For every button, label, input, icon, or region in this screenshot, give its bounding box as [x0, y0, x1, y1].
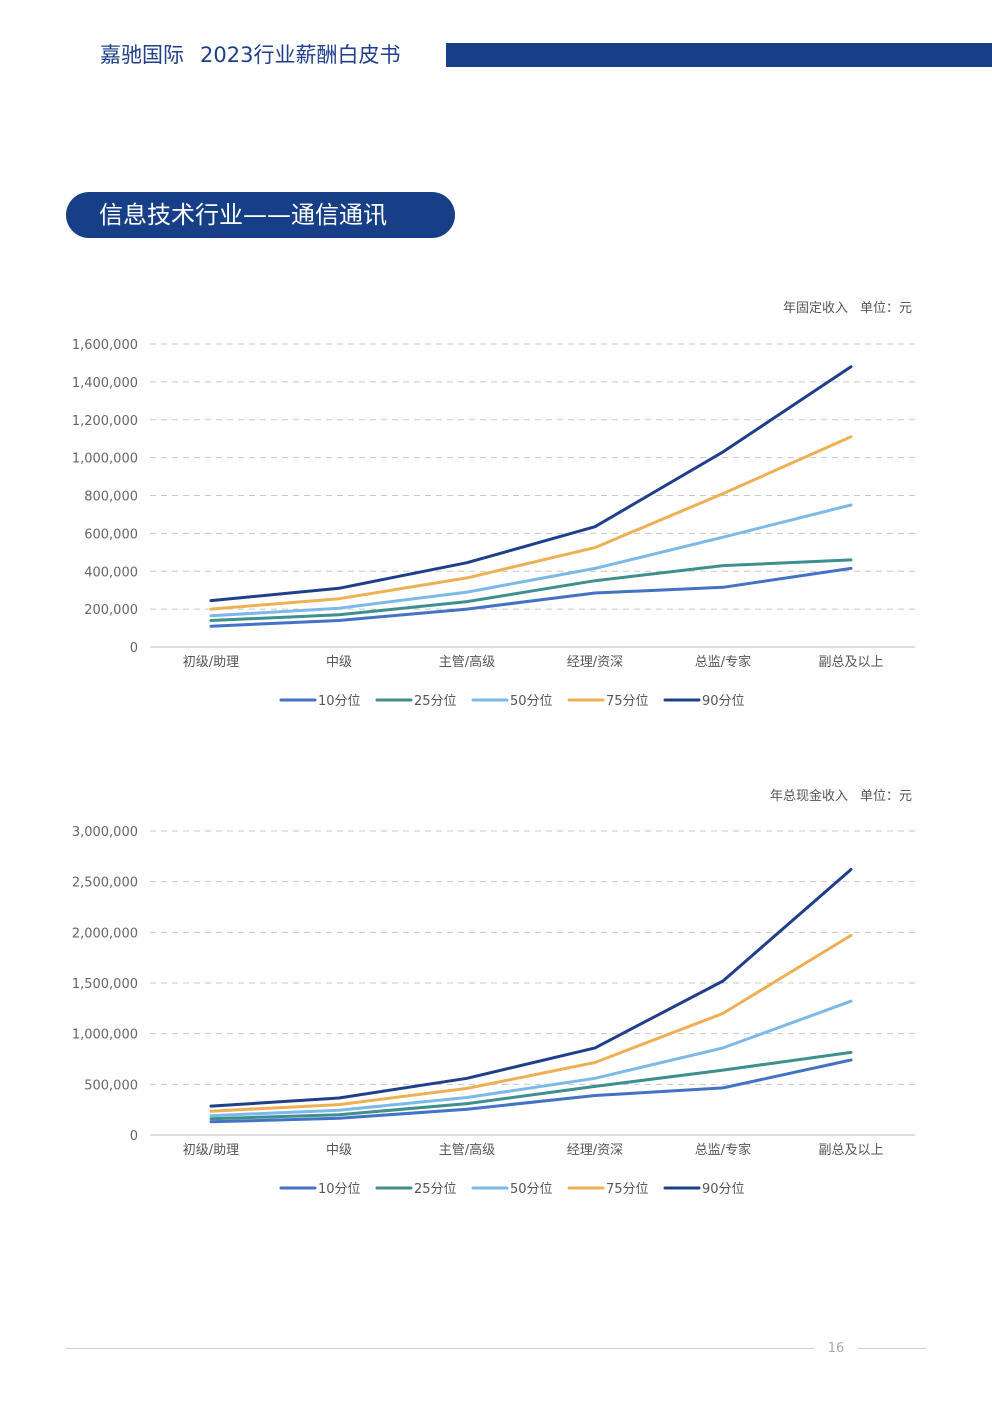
y-tick-label: 200,000	[84, 603, 138, 618]
legend-label: 90分位	[702, 1182, 745, 1197]
series-line-50分位	[209, 999, 853, 1118]
x-category-label: 主管/高级	[439, 654, 495, 670]
x-category-label: 初级/助理	[183, 655, 239, 670]
fixed-income-chart: 年固定收入 单位：元 1,600,000 1,400,000 1,200,000 1,00…	[72, 301, 915, 709]
x-category-label: 中级	[326, 1143, 352, 1158]
series-line-25分位	[209, 558, 853, 622]
y-tick-label: 500,000	[84, 1078, 138, 1093]
header-accent-bar	[446, 43, 992, 67]
chart-unit-label: 单位：元	[860, 789, 912, 804]
page-number: 16	[827, 1341, 845, 1356]
y-tick-label: 0	[130, 641, 138, 656]
legend-label: 50分位	[510, 1182, 553, 1197]
y-tick-label: 1,600,000	[72, 338, 138, 353]
x-category-label: 副总及以上	[818, 655, 883, 670]
series-line-25分位	[209, 1050, 853, 1121]
chart-corner-label: 年总现金收入 单位：元	[770, 788, 912, 804]
section-title: 信息技术行业——通信通讯	[99, 201, 387, 229]
footer-rule-right	[858, 1348, 926, 1349]
series-line-75分位	[209, 933, 853, 1113]
x-category-label: 总监/专家	[695, 1142, 751, 1158]
y-tick-label: 800,000	[84, 490, 138, 505]
legend-label: 75分位	[606, 694, 649, 709]
x-category-label: 经理/资深	[567, 1143, 623, 1158]
legend-label: 10分位	[318, 1182, 361, 1197]
y-tick-label: 1,200,000	[72, 414, 138, 429]
y-tick-label: 1,000,000	[72, 1028, 138, 1043]
series-line-10分位	[209, 566, 853, 628]
y-tick-label: 0	[130, 1129, 138, 1144]
x-category-label: 经理/资深	[567, 655, 623, 670]
legend-label: 25分位	[414, 1182, 457, 1197]
legend-label: 50分位	[510, 694, 553, 709]
y-tick-label: 1,000,000	[72, 452, 138, 467]
x-category-label: 副总及以上	[818, 1143, 883, 1158]
y-tick-label: 1,500,000	[72, 977, 138, 992]
y-tick-label: 2,000,000	[72, 926, 138, 941]
section-banner: 信息技术行业——通信通讯	[66, 192, 455, 238]
legend-label: 75分位	[606, 1182, 649, 1197]
legend-label: 25分位	[414, 694, 457, 709]
x-category-label: 初级/助理	[183, 1143, 239, 1158]
chart-unit-label: 单位：元	[860, 301, 912, 316]
header-title: 嘉驰国际 2023行业薪酬白皮书	[100, 40, 400, 70]
chart-corner-label: 年固定收入 单位：元	[783, 301, 912, 316]
series-line-50分位	[209, 503, 853, 618]
y-tick-label: 600,000	[84, 527, 138, 542]
legend-label: 90分位	[702, 694, 745, 709]
y-tick-label: 2,500,000	[72, 876, 138, 891]
x-category-label: 总监/专家	[695, 654, 751, 670]
y-tick-label: 400,000	[84, 565, 138, 580]
chart-subject-label: 年总现金收入	[770, 788, 848, 804]
series-line-75分位	[209, 435, 853, 611]
series-line-10分位	[209, 1058, 853, 1124]
x-category-label: 主管/高级	[439, 1142, 495, 1158]
legend-label: 10分位	[318, 694, 361, 709]
page-header: 嘉驰国际 2023行业薪酬白皮书	[0, 0, 992, 110]
y-tick-label: 3,000,000	[72, 825, 138, 840]
footer-rule-left	[66, 1348, 814, 1349]
chart-subject-label: 年固定收入	[783, 301, 848, 316]
document-title: 2023行业薪酬白皮书	[200, 43, 401, 67]
series-line-90分位	[209, 868, 853, 1108]
total-cash-chart: 年总现金收入 单位：元 3,000,000 2,500,000 2,000,000 1,5…	[72, 788, 915, 1197]
series-line-90分位	[209, 365, 853, 603]
x-category-label: 中级	[326, 655, 352, 670]
company-name: 嘉驰国际	[100, 43, 184, 67]
y-tick-label: 1,400,000	[72, 376, 138, 391]
